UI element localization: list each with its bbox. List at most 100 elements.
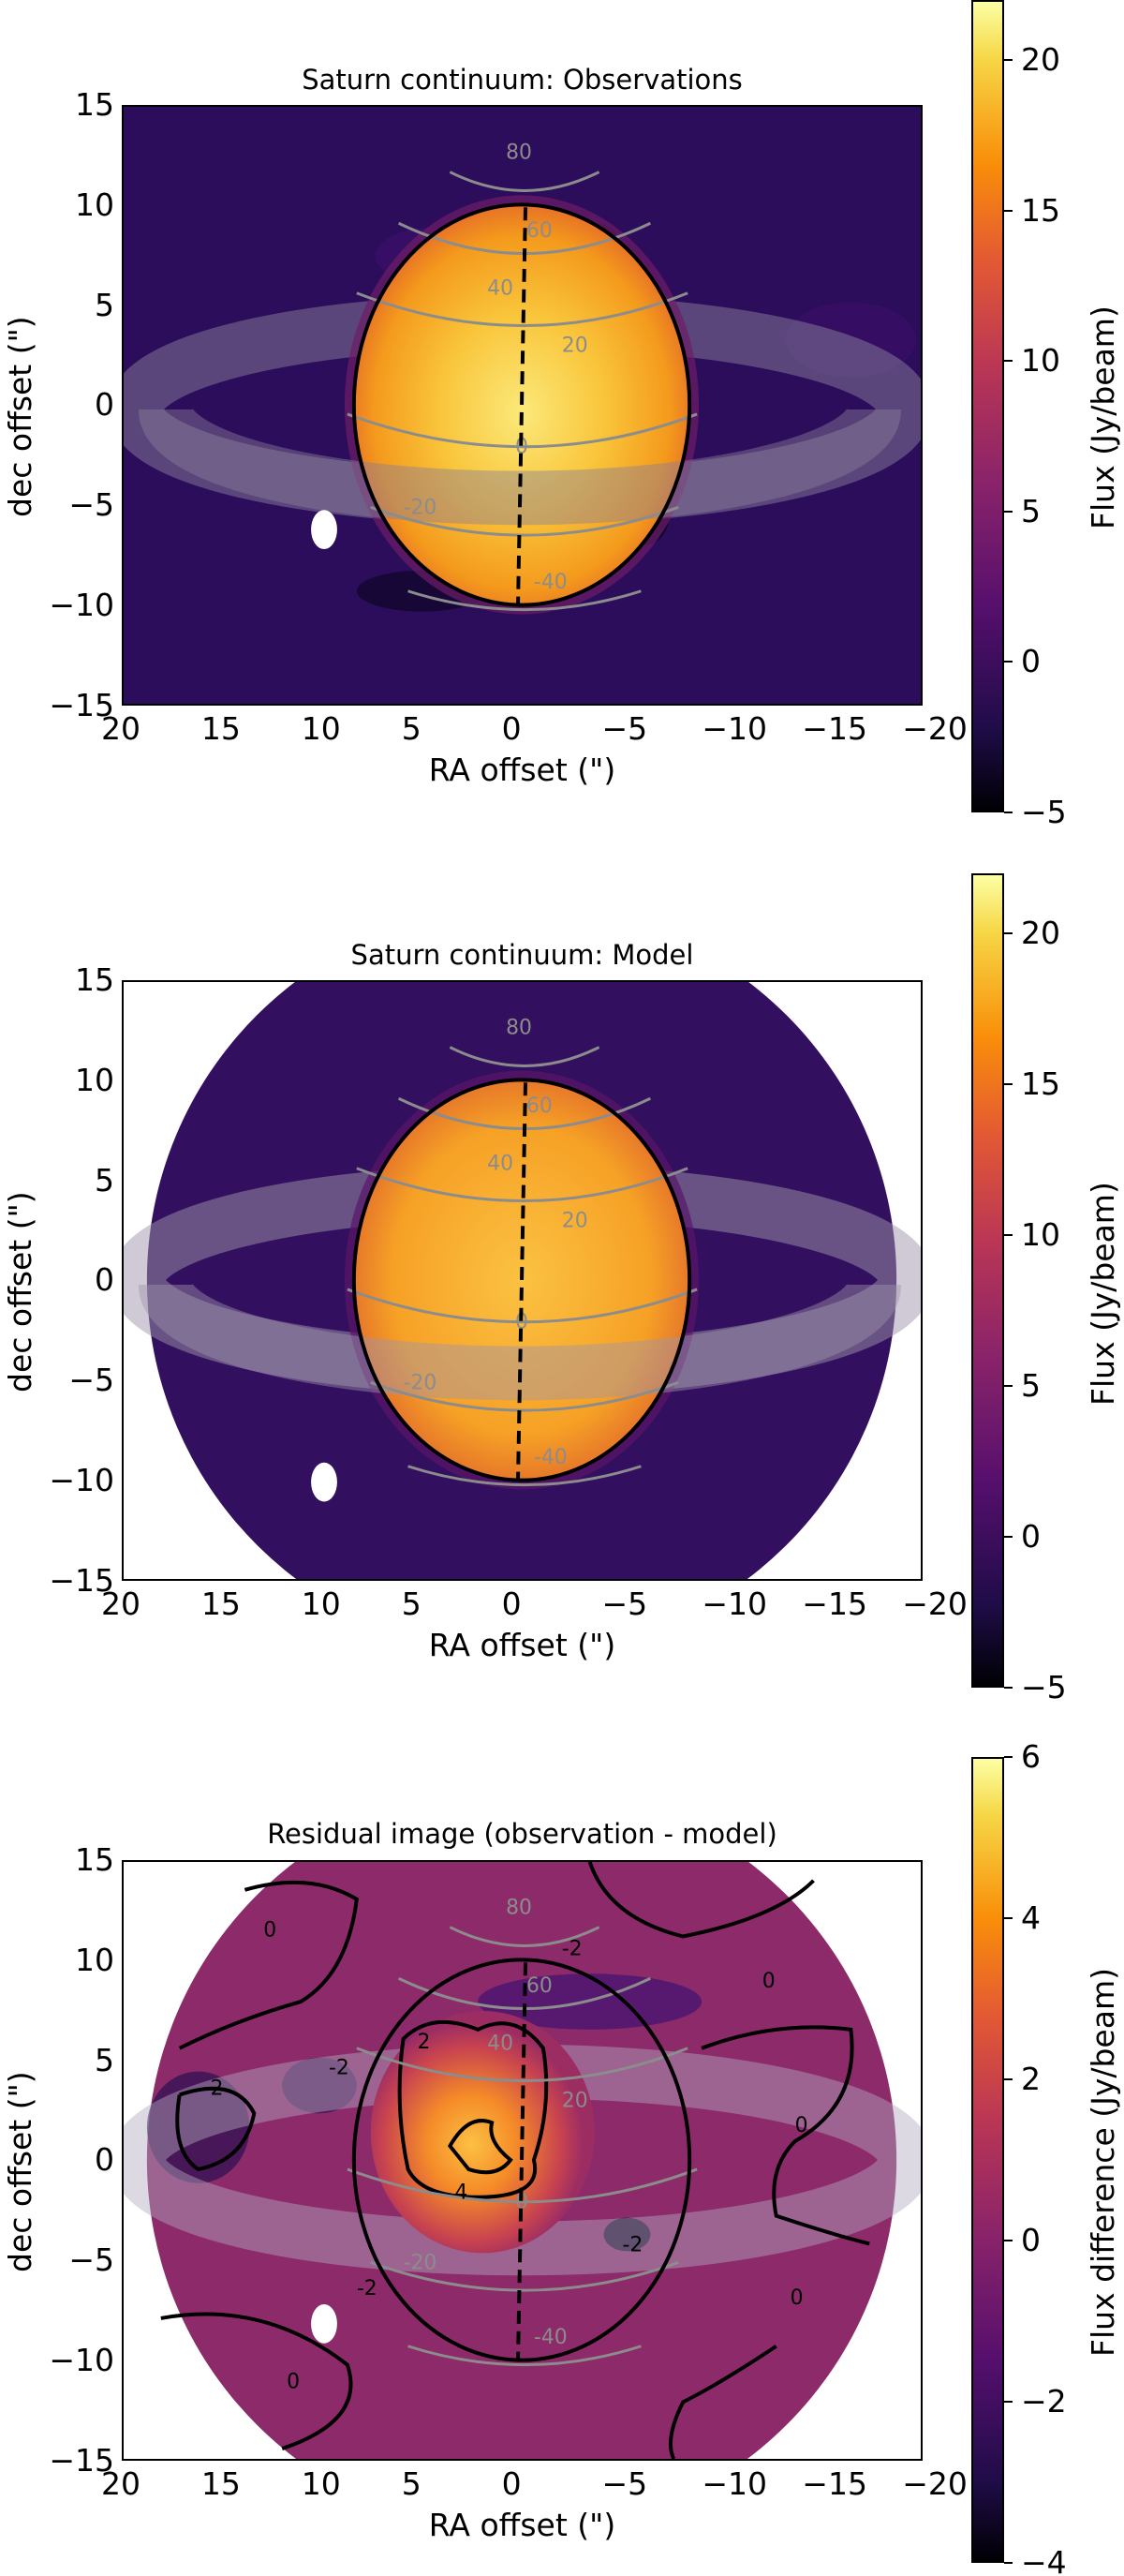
heatmap-image: 80 60 40 20 0 -20 -40 [124,982,921,1579]
svg-text:80: 80 [506,141,532,165]
x-tick-label: 20 [101,2465,140,2502]
colorbar-residual [971,1757,1004,2563]
x-tick-label: −10 [702,2465,768,2502]
colorbar-tick-label: 4 [1021,1899,1041,1936]
x-tick-label: 15 [200,1586,241,1622]
svg-text:40: 40 [487,277,513,301]
colorbar-tick-label: 6 [1021,1738,1041,1775]
plot-area: 80 60 40 20 0 -20 -40 [122,105,923,706]
colorbar-tick [1004,1385,1013,1388]
y-tick-label: 10 [75,1941,114,1978]
colorbar-tick-label: 5 [1021,492,1041,529]
colorbar-tick [1004,1083,1013,1086]
x-tick-label: 0 [501,2465,522,2502]
y-tick-label: 15 [75,1841,114,1878]
colorbar-tick [1004,2240,1013,2241]
y-axis-label: dec offset (") [2,316,38,517]
y-tick-label: 15 [75,961,114,998]
y-axis-label: dec offset (") [2,1191,38,1392]
y-tick-label: 10 [75,186,114,223]
x-tick-label: 0 [501,1586,522,1622]
colorbar-label: Flux (Jy/beam) [1085,1182,1121,1406]
colorbar-tick-label: −5 [1021,794,1067,830]
colorbar-flux-observations [971,0,1004,812]
colorbar-tick-label: 0 [1021,1518,1041,1556]
svg-text:60: 60 [526,1974,553,1998]
x-tick-label: −10 [702,1586,768,1622]
svg-text:-2: -2 [562,1937,583,1960]
colorbar-tick [1004,1756,1013,1758]
colorbar-tick-label: 20 [1021,915,1060,952]
y-tick-label: −5 [68,2241,114,2279]
y-tick-label: −10 [49,2342,114,2378]
x-tick-label: 10 [301,710,341,747]
y-tick-label: 5 [95,286,114,323]
svg-text:-2: -2 [329,2057,349,2080]
svg-text:0: 0 [795,2114,808,2137]
y-tick-label: −15 [49,2441,114,2479]
beam-ellipse [311,510,337,550]
colorbar-tick-label: 20 [1021,41,1060,79]
colorbar-tick [1004,360,1013,363]
svg-text:-40: -40 [534,2326,568,2349]
svg-text:-20: -20 [404,1371,437,1394]
svg-text:60: 60 [526,1094,553,1118]
svg-text:0: 0 [263,1919,276,1943]
svg-text:20: 20 [562,1209,588,1232]
svg-text:4: 4 [454,2181,467,2205]
y-tick-label: 0 [95,2141,114,2179]
x-tick-label: 15 [200,2465,241,2502]
svg-text:0: 0 [762,1970,776,1993]
y-tick-label: 5 [95,1161,114,1199]
y-tick-label: −5 [68,486,114,524]
colorbar-tick-label: 2 [1021,2061,1041,2097]
y-tick-label: −10 [49,1462,114,1498]
colorbar-tick [1004,2078,1013,2080]
colorbar-tick-label: −4 [1021,2544,1067,2576]
svg-text:40: 40 [487,1153,513,1176]
svg-text:-2: -2 [203,2077,224,2100]
y-axis-label: dec offset (") [2,2071,38,2272]
x-tick-label: −20 [902,1586,968,1622]
x-tick-label: −5 [601,710,648,747]
panel-title: Saturn continuum: Model [350,939,694,971]
x-tick-label: 5 [401,1586,422,1622]
colorbar-label: Flux (Jy/beam) [1085,305,1121,529]
y-tick-label: 10 [75,1061,114,1098]
colorbar-tick-label: 10 [1021,342,1060,380]
colorbar-tick-label: −5 [1021,1669,1067,1705]
colorbar-tick [1004,661,1013,663]
svg-text:80: 80 [506,1017,532,1040]
panel-title: Residual image (observation - model) [267,1818,777,1850]
colorbar-tick-label: 15 [1021,191,1060,229]
colorbar-tick [1004,2401,1013,2403]
panel-title: Saturn continuum: Observations [302,64,743,96]
x-tick-label: 5 [401,710,422,747]
y-tick-label: −10 [49,587,114,623]
svg-text:20: 20 [562,2089,588,2112]
y-tick-label: 15 [75,86,114,123]
x-tick-label: −20 [902,710,968,747]
x-tick-label: −10 [702,710,768,747]
svg-text:0: 0 [515,436,528,459]
x-axis-label: RA offset (") [428,1627,616,1663]
x-tick-label: 20 [101,1586,140,1622]
y-tick-label: −15 [49,1561,114,1599]
svg-text:-20: -20 [404,2251,437,2274]
colorbar-tick [1004,932,1013,935]
x-tick-label: −15 [802,2465,867,2502]
svg-text:0: 0 [791,2286,804,2310]
svg-text:80: 80 [506,1897,532,1920]
colorbar-tick [1004,209,1013,212]
x-tick-label: −5 [601,1586,648,1622]
x-tick-label: 20 [101,710,140,747]
colorbar-tick [1004,1917,1013,1919]
beam-ellipse [311,2304,337,2344]
svg-text:-40: -40 [534,1446,568,1469]
x-tick-label: −15 [802,1586,867,1622]
svg-text:-40: -40 [534,571,568,594]
colorbar-tick-label: 10 [1021,1216,1060,1254]
